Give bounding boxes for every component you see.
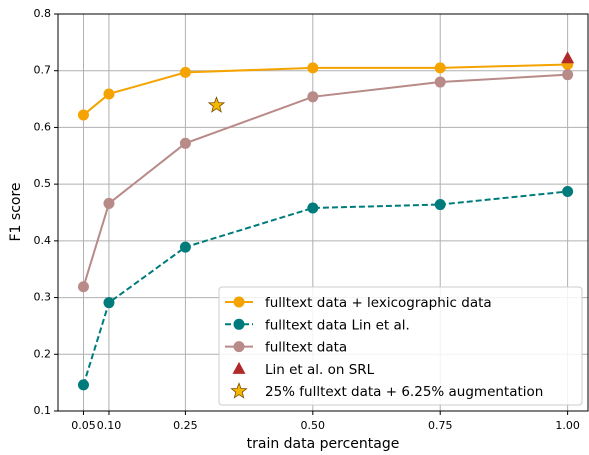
plot-frame [57,13,589,412]
y-tick-label: 0.5 [34,177,52,190]
point [77,379,89,391]
legend-box [218,286,583,406]
point [103,197,115,209]
x-tick-label: 0.75 [428,419,453,432]
legend-marker [233,296,245,308]
point [179,137,191,149]
series-line [82,63,568,116]
point [179,66,191,78]
point [434,76,446,88]
point [207,96,226,113]
legend-marker [230,382,248,399]
legend-text: fulltext data Lin et al. [265,317,410,333]
x-tick-label: 0.05 [71,419,96,432]
y-tick-label: 0.4 [34,234,52,247]
point [179,241,191,253]
legend-text: Lin et al. on SRL [265,362,375,378]
point [307,202,319,214]
x-tick-label: 0.10 [97,419,122,432]
y-tick-label: 0.7 [34,64,52,77]
legend-marker [233,341,245,353]
point [562,186,574,198]
x-axis-label: train data percentage [247,436,400,452]
series-line [82,73,568,288]
legend-text: fulltext data [265,340,347,356]
y-tick-label: 0.6 [34,120,52,133]
y-tick-label: 0.8 [34,7,52,20]
legend-marker [232,361,246,374]
y-tick-label: 0.2 [34,347,52,360]
x-tick-label: 0.50 [301,419,326,432]
point [103,297,115,309]
point [561,51,575,64]
point [77,281,89,293]
x-tick-label: 1.00 [555,419,580,432]
series-line [82,190,568,386]
y-tick-label: 0.1 [34,404,52,417]
point [77,109,89,121]
x-tick-label: 0.25 [173,419,198,432]
point [434,62,446,74]
point [307,91,319,103]
y-axis-label: F1 score [8,182,24,241]
y-tick-label: 0.3 [34,291,52,304]
legend-text: 25% fulltext data + 6.25% augmentation [265,384,543,400]
point [434,199,446,211]
point [307,62,319,74]
legend-text: fulltext data + lexicographic data [265,295,492,311]
legend-marker [233,318,245,330]
point [103,88,115,100]
point [562,69,574,81]
